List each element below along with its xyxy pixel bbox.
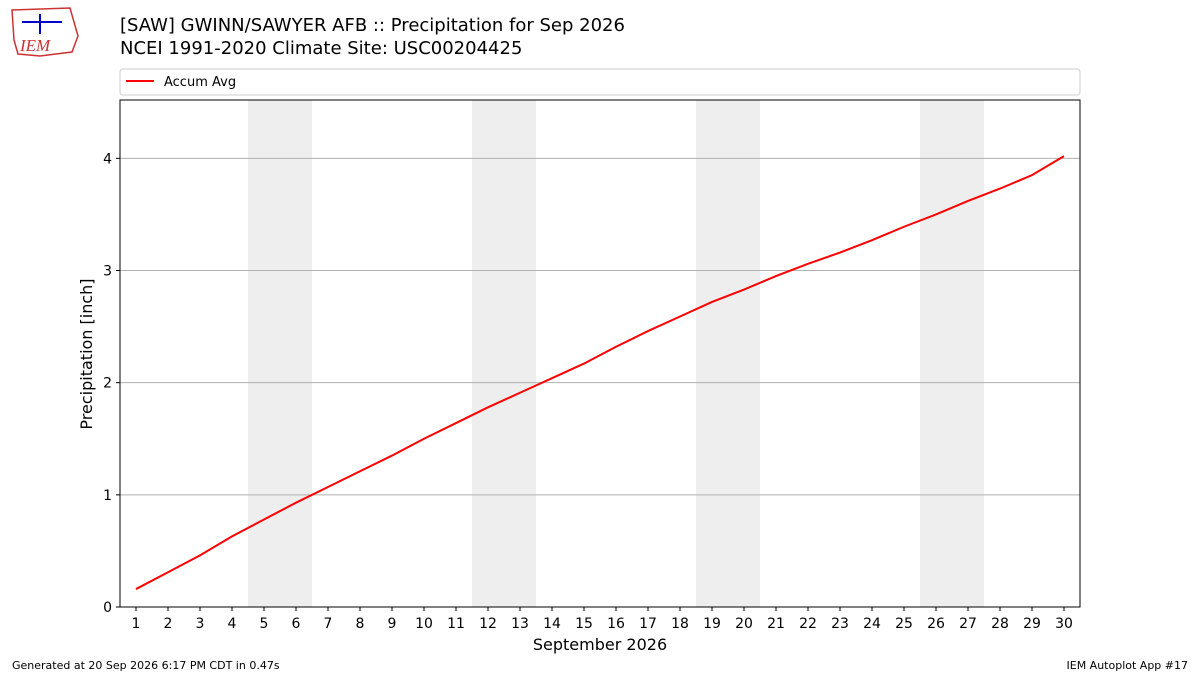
weekend-shade	[696, 100, 760, 607]
x-tick-label: 8	[356, 616, 365, 632]
x-tick-label: 24	[863, 616, 881, 632]
y-tick-label: 3	[103, 263, 112, 279]
x-tick-label: 18	[671, 616, 689, 632]
weekend-shade	[472, 100, 536, 607]
logo: IEM	[11, 7, 79, 57]
x-tick-label: 12	[479, 616, 497, 632]
x-tick-label: 5	[260, 616, 269, 632]
y-tick-label: 4	[103, 151, 112, 167]
x-tick-label: 17	[639, 616, 657, 632]
x-tick-label: 22	[799, 616, 817, 632]
footer-left: Generated at 20 Sep 2026 6:17 PM CDT in …	[12, 659, 280, 672]
x-tick-label: 16	[607, 616, 625, 632]
x-tick-label: 27	[959, 616, 977, 632]
x-tick-label: 23	[831, 616, 849, 632]
y-axis-label: Precipitation [inch]	[77, 278, 96, 429]
x-tick-label: 25	[895, 616, 913, 632]
logo-text: IEM	[19, 36, 51, 55]
plot-frame	[119, 99, 1081, 608]
y-tick-label: 0	[103, 600, 112, 616]
y-tick-label: 2	[103, 376, 112, 392]
x-tick-label: 7	[324, 616, 333, 632]
x-tick-label: 15	[575, 616, 593, 632]
x-tick-label: 6	[292, 616, 301, 632]
x-tick-label: 3	[196, 616, 205, 632]
x-tick-label: 20	[735, 616, 753, 632]
weekend-shade	[248, 100, 312, 607]
x-tick-label: 21	[767, 616, 785, 632]
weekend-shade	[920, 100, 984, 607]
x-tick-label: 11	[447, 616, 465, 632]
legend-box	[119, 68, 1081, 96]
x-axis-label: September 2026	[533, 635, 667, 654]
x-tick-label: 28	[991, 616, 1009, 632]
x-tick-label: 19	[703, 616, 721, 632]
legend-label: Accum Avg	[164, 75, 236, 90]
x-tick-label: 29	[1023, 616, 1041, 632]
footer-right: IEM Autoplot App #17	[1067, 659, 1189, 672]
data-line	[135, 155, 1065, 590]
x-tick-label: 1	[132, 616, 141, 632]
x-tick-label: 13	[511, 616, 529, 632]
y-tick-label: 1	[103, 488, 112, 504]
x-tick-label: 26	[927, 616, 945, 632]
chart-title: [SAW] GWINN/SAWYER AFB :: Precipitation …	[120, 15, 625, 36]
x-tick-label: 10	[415, 616, 433, 632]
x-tick-label: 4	[228, 616, 237, 632]
x-tick-label: 9	[388, 616, 397, 632]
x-tick-label: 30	[1055, 616, 1073, 632]
x-tick-label: 2	[164, 616, 173, 632]
x-tick-label: 14	[543, 616, 561, 632]
chart-subtitle: NCEI 1991-2020 Climate Site: USC00204425	[120, 38, 522, 59]
